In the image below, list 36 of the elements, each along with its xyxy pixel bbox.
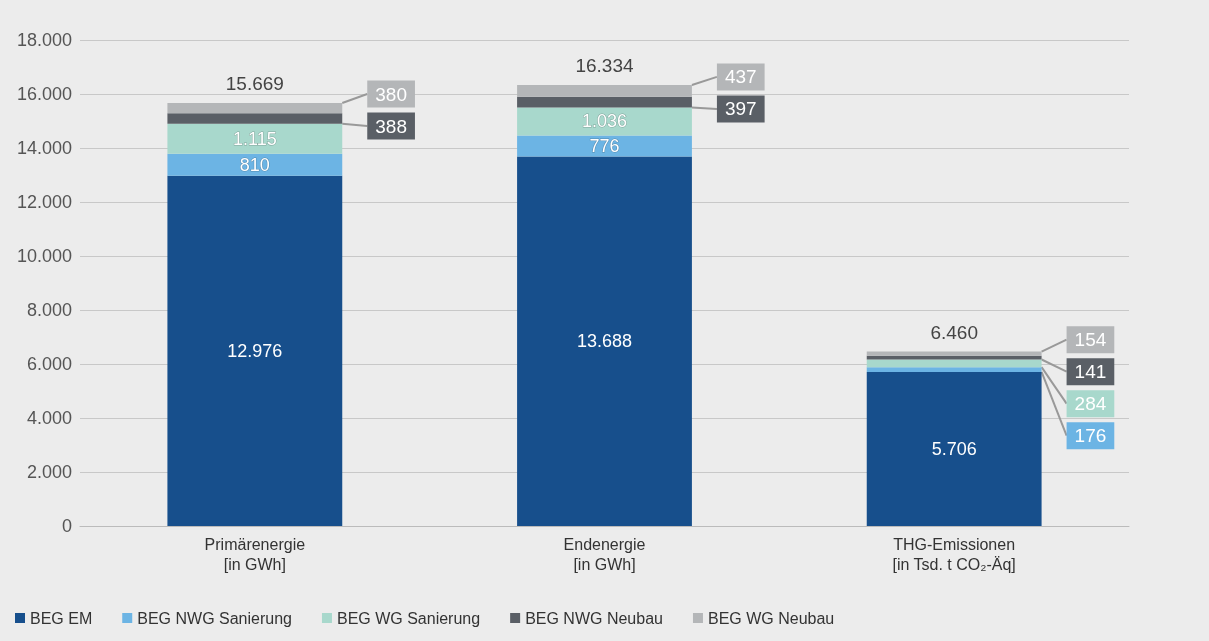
legend-label: BEG WG Sanierung bbox=[336, 609, 481, 627]
y-tick-label: 6.000 bbox=[26, 354, 72, 374]
y-tick-label: 16.000 bbox=[16, 84, 72, 104]
x-tick-label: Primärenergie [in GWh] bbox=[204, 535, 306, 573]
legend-label: BEG WG Neubau bbox=[707, 609, 835, 627]
data-label: 284 bbox=[1074, 393, 1107, 415]
data-label: 5.706 bbox=[931, 438, 977, 459]
x-tick-label: THG-Emissionen [in Tsd. t CO₂-Äq] bbox=[892, 535, 1016, 573]
data-label: 154 bbox=[1074, 329, 1107, 351]
x-tick-label: Endenergie [in GWh] bbox=[563, 535, 646, 573]
y-tick-label: 12.000 bbox=[16, 192, 72, 212]
data-label: 437 bbox=[724, 66, 757, 88]
y-tick-label: 0 bbox=[61, 516, 72, 536]
data-label: 388 bbox=[375, 115, 407, 137]
data-label: 13.688 bbox=[576, 331, 633, 352]
data-label: 380 bbox=[375, 83, 407, 105]
total-label: 6.460 bbox=[930, 321, 978, 343]
data-label: 12.976 bbox=[227, 340, 283, 361]
total-label: 16.334 bbox=[575, 54, 634, 76]
data-label: 1.115 bbox=[232, 128, 277, 149]
data-label: 776 bbox=[589, 135, 620, 156]
legend-label: BEG NWG Sanierung bbox=[137, 609, 292, 627]
y-tick-label: 18.000 bbox=[16, 30, 72, 50]
y-tick-label: 4.000 bbox=[26, 408, 72, 428]
data-label: 1.036 bbox=[581, 111, 628, 132]
data-label: 397 bbox=[724, 98, 757, 120]
y-tick-label: 10.000 bbox=[16, 246, 72, 266]
y-tick-label: 14.000 bbox=[16, 138, 72, 158]
data-label: 176 bbox=[1074, 425, 1107, 447]
legend-label: BEG EM bbox=[30, 609, 93, 627]
data-label: 810 bbox=[239, 154, 270, 175]
y-tick-label: 8.000 bbox=[26, 300, 72, 320]
total-label: 15.669 bbox=[225, 72, 284, 94]
legend-label: BEG NWG Neubau bbox=[525, 609, 663, 627]
y-tick-label: 2.000 bbox=[26, 462, 72, 482]
data-label: 141 bbox=[1074, 361, 1107, 383]
